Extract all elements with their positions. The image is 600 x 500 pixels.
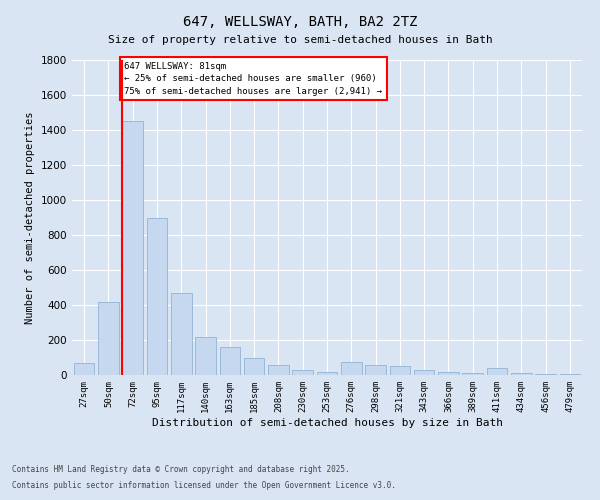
Bar (292, 370, 313, 375)
Y-axis label: Number of semi-detached properties: Number of semi-detached properties (25, 112, 35, 324)
Bar (268, 366, 289, 375)
Text: Contains public sector information licensed under the Open Government Licence v3: Contains public sector information licen… (12, 480, 396, 490)
Bar (511, 373, 532, 375)
Bar (146, 218, 167, 375)
Bar (365, 366, 386, 375)
Bar (220, 347, 240, 375)
X-axis label: Distribution of semi-detached houses by size in Bath: Distribution of semi-detached houses by … (151, 418, 503, 428)
Bar (74, 363, 94, 375)
Bar (98, 302, 119, 375)
Bar (341, 362, 362, 375)
Bar (317, 372, 337, 375)
Bar (463, 373, 483, 375)
Bar (487, 368, 508, 375)
Bar (560, 374, 580, 375)
Text: 647, WELLSWAY, BATH, BA2 2TZ: 647, WELLSWAY, BATH, BA2 2TZ (183, 15, 417, 29)
Bar (122, 121, 143, 375)
Bar (171, 292, 191, 375)
Text: Size of property relative to semi-detached houses in Bath: Size of property relative to semi-detach… (107, 35, 493, 45)
Bar (389, 366, 410, 375)
Bar (195, 338, 216, 375)
Text: Contains HM Land Registry data © Crown copyright and database right 2025.: Contains HM Land Registry data © Crown c… (12, 466, 350, 474)
Bar (535, 374, 556, 375)
Bar (244, 358, 265, 375)
Bar (438, 372, 459, 375)
Text: 647 WELLSWAY: 81sqm
← 25% of semi-detached houses are smaller (960)
75% of semi-: 647 WELLSWAY: 81sqm ← 25% of semi-detach… (124, 62, 382, 96)
Bar (414, 370, 434, 375)
